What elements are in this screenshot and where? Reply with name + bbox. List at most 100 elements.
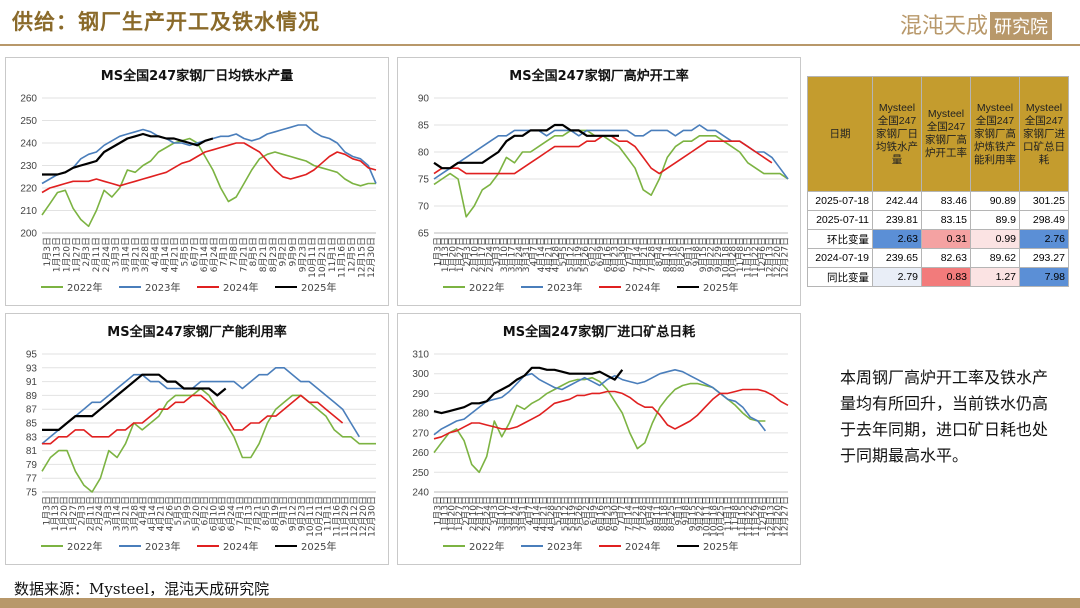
table-cell: 239.65 — [872, 248, 922, 268]
y-tick-label: 85 — [26, 419, 38, 430]
x-tick-label: 3月10日 — [499, 237, 510, 272]
series-line-2023年 — [433, 368, 767, 436]
x-tick-label: 11月1日 — [327, 237, 338, 272]
series-line-2025年 — [42, 132, 214, 176]
x-tick-label: 4月7日 — [529, 237, 540, 266]
series-line-2024年 — [433, 388, 789, 440]
x-tick-label: 12月20日 — [772, 496, 783, 537]
x-tick-label: 2月24日 — [484, 237, 495, 272]
x-tick-label: 6月14日 — [199, 237, 210, 272]
x-tick-label: 3月14日 — [112, 496, 123, 531]
x-tick-label: 7月21日 — [238, 237, 249, 272]
x-tick-label: 3月28日 — [129, 496, 140, 531]
x-tick-label: 6月16日 — [602, 237, 613, 272]
y-tick-label: 65 — [418, 229, 430, 240]
x-tick-label: 10月25日 — [716, 496, 727, 537]
x-tick-label: 11月8日 — [735, 237, 746, 272]
x-tick-label: 4月4日 — [150, 237, 161, 266]
legend-label: 2023年 — [145, 540, 180, 553]
x-tick-label: 5月20日 — [191, 496, 202, 531]
x-tick-label: 12月27日 — [779, 496, 790, 537]
x-tick-label: 10月21日 — [317, 237, 328, 278]
x-tick-label: 3月14日 — [121, 237, 132, 272]
x-tick-label: 9月8日 — [680, 496, 691, 525]
x-tick-label: 12月6日 — [758, 496, 769, 531]
x-tick-label: 5月9日 — [182, 496, 193, 525]
x-tick-label: 1月27日 — [71, 237, 82, 272]
x-tick-label: 5月12日 — [565, 237, 576, 272]
legend-label: 2024年 — [625, 281, 660, 294]
x-tick-label: 5月5日 — [179, 237, 190, 266]
x-tick-label: 3月3日 — [489, 496, 500, 525]
legend-label: 2024年 — [625, 540, 660, 553]
chart-panel-bf-rate: MS全国247家钢厂高炉开工率 65 70 75 80 85 90 1月3日 1月13日 1月20… — [397, 57, 801, 306]
x-tick-label: 9月12日 — [288, 496, 299, 531]
x-tick-label: 9月23日 — [296, 496, 307, 531]
y-tick-label: 77 — [26, 474, 38, 485]
x-tick-label: 8月23日 — [268, 237, 279, 272]
x-tick-label: 11月22日 — [750, 237, 761, 278]
x-tick-label: 4月7日 — [525, 496, 536, 525]
x-tick-label: 7月13日 — [244, 496, 255, 531]
chart-hot-metal: MS全国247家钢厂日均铁水产量 200 210 220 230 240 250 260 1月3… — [20, 68, 377, 294]
table-row-label: 环比变量 — [807, 229, 873, 249]
chart-ore-consumption: MS全国247家钢厂进口矿总日耗 240 250 260 270 280 290 300 310… — [412, 324, 790, 553]
x-tick-label: 7月1日 — [235, 496, 246, 525]
table-cell: 298.49 — [1019, 210, 1069, 230]
x-tick-label: 6月23日 — [602, 496, 613, 531]
x-tick-label: 1月3日 — [42, 237, 53, 266]
x-tick-label: 2月17日 — [475, 496, 486, 531]
x-tick-label: 10月21日 — [314, 496, 325, 537]
x-tick-label: 12月13日 — [765, 237, 776, 278]
table-cell: 301.25 — [1019, 191, 1069, 211]
x-tick-label: 6月9日 — [588, 496, 599, 525]
x-tick-label: 1月27日 — [454, 496, 465, 531]
x-tick-label: 6月24日 — [209, 237, 220, 272]
x-tick-label: 8月4日 — [654, 237, 665, 266]
x-tick-label: 6月7日 — [189, 237, 200, 266]
footer-bar — [0, 598, 1080, 608]
table-row: 环比变量 2.63 0.31 0.99 2.76 — [807, 229, 1069, 249]
series-line-2022年 — [41, 137, 376, 228]
legend-label: 2023年 — [145, 281, 180, 294]
x-tick-label: 4月21日 — [156, 496, 167, 531]
y-tick-label: 91 — [26, 377, 38, 388]
chart-title: MS全国247家钢厂高炉开工率 — [509, 68, 688, 84]
x-tick-label: 8月25日 — [676, 237, 687, 272]
x-tick-label: 12月5日 — [346, 237, 357, 272]
x-tick-label: 6月24日 — [226, 496, 237, 531]
x-tick-label: 11月16日 — [331, 496, 342, 537]
y-tick-label: 80 — [418, 148, 430, 159]
x-tick-label: 11月16日 — [337, 237, 348, 278]
x-tick-label: 3月24日 — [510, 496, 521, 531]
x-tick-label: 9月22日 — [695, 496, 706, 531]
chart-panel-ore-consumption: MS全国247家钢厂进口矿总日耗 240 250 260 270 280 290 300 310… — [397, 313, 801, 565]
table-row: 2025-07-18 242.44 83.46 90.89 301.25 — [807, 191, 1069, 211]
x-tick-label: 8月18日 — [669, 237, 680, 272]
y-tick-label: 75 — [26, 488, 38, 499]
y-tick-label: 70 — [418, 202, 430, 213]
x-tick-label: 4月21日 — [543, 237, 554, 272]
legend-label: 2024年 — [223, 540, 258, 553]
table-cell: 239.81 — [872, 210, 922, 230]
y-tick-label: 240 — [412, 488, 429, 499]
x-tick-label: 12月30日 — [366, 237, 377, 278]
y-tick-label: 280 — [412, 409, 429, 420]
x-tick-label: 9月15日 — [687, 496, 698, 531]
x-tick-label: 4月26日 — [164, 496, 175, 531]
series-line-2025年 — [433, 366, 624, 415]
series-line-2024年 — [42, 394, 344, 445]
chart-title: MS全国247家钢厂进口矿总日耗 — [503, 324, 695, 340]
x-tick-label: 4月14日 — [532, 496, 543, 531]
legend-label: 2023年 — [547, 281, 582, 294]
legend-label: 2022年 — [469, 540, 504, 553]
legend-label: 2025年 — [301, 281, 336, 294]
x-tick-label: 12月15日 — [356, 237, 367, 278]
x-tick-label: 1月20日 — [59, 496, 70, 531]
x-tick-label: 8月4日 — [645, 496, 656, 525]
y-tick-label: 87 — [26, 405, 38, 416]
x-tick-label: 5月26日 — [574, 496, 585, 531]
x-tick-label: 6月10日 — [208, 496, 219, 531]
table-row: 2025-07-11 239.81 83.15 89.9 298.49 — [807, 210, 1069, 230]
y-tick-label: 310 — [412, 350, 429, 361]
